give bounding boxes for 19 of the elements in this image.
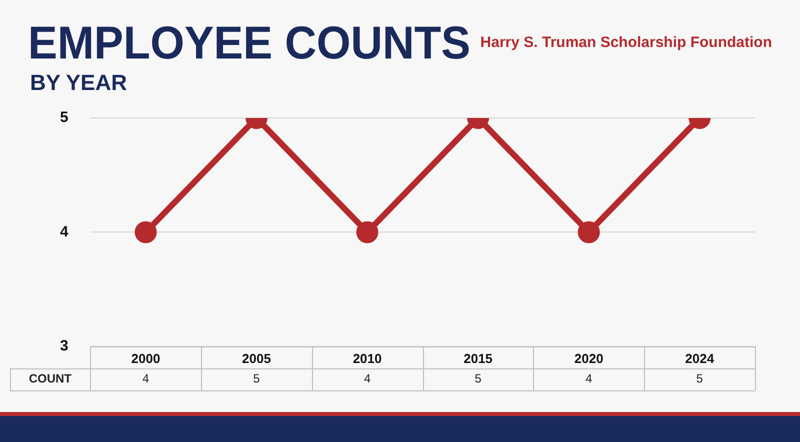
chart-subtitle: BY YEAR xyxy=(30,70,128,96)
y-tick-label: 5 xyxy=(60,109,68,126)
x-tick-label: 2000 xyxy=(131,350,160,366)
text: Harry S. Truman Scholarship Foundation xyxy=(480,34,772,51)
y-tick-label: 4 xyxy=(60,223,69,240)
data-label: 4 xyxy=(585,372,592,386)
chart-title: EMPLOYEE COUNTS xyxy=(28,18,470,70)
data-label: 5 xyxy=(253,372,260,386)
text: COUNT xyxy=(28,372,72,386)
x-tick-label: 2020 xyxy=(574,350,604,366)
y-tick-label: 3 xyxy=(60,338,68,355)
x-tick-label: 2005 xyxy=(242,350,271,366)
x-tick-label: 2024 xyxy=(685,350,715,366)
data-label: 4 xyxy=(364,372,371,386)
x-tick-label: 2010 xyxy=(352,350,382,366)
data-label: 5 xyxy=(474,372,482,386)
data-label: 5 xyxy=(696,372,704,386)
data-label: 4 xyxy=(142,372,150,386)
x-tick-label: 2015 xyxy=(464,350,493,366)
